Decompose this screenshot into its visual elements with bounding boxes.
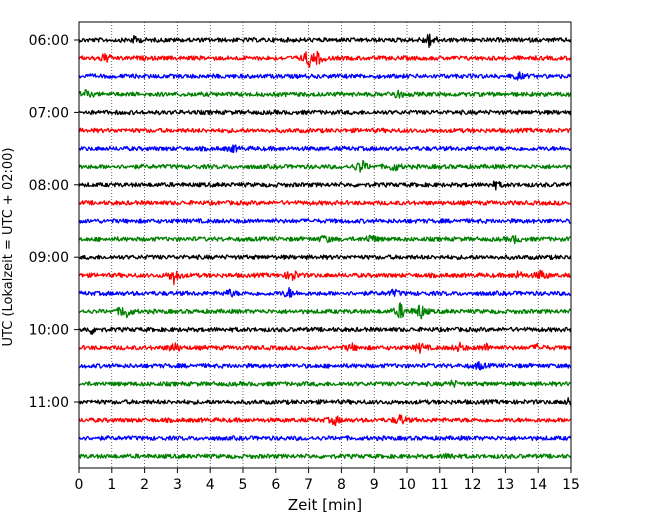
trace-0915 xyxy=(78,269,572,286)
x-gridlines xyxy=(111,22,539,468)
trace-0900 xyxy=(78,254,572,261)
trace-0600 xyxy=(78,33,572,48)
y-tick-label: 06:00 xyxy=(29,33,69,49)
y-tick-label: 08:00 xyxy=(29,178,69,194)
x-tick-label: 7 xyxy=(304,477,313,493)
trace-0930 xyxy=(78,286,572,298)
x-tick-label: 14 xyxy=(529,477,547,493)
x-tick-label: 6 xyxy=(271,477,280,493)
x-tick-label: 0 xyxy=(75,477,84,493)
trace-0815 xyxy=(78,199,572,206)
x-tick-label: 8 xyxy=(337,477,346,493)
x-tick-label: 1 xyxy=(107,477,116,493)
x-tick-label: 10 xyxy=(398,477,416,493)
x-tick-label: 13 xyxy=(496,477,514,493)
trace-0800 xyxy=(78,180,572,191)
trace-0830 xyxy=(78,218,572,225)
trace-0745 xyxy=(78,159,572,173)
trace-0645 xyxy=(78,89,572,99)
y-tick-label: 07:00 xyxy=(29,105,69,121)
trace-1015 xyxy=(78,341,572,354)
trace-1045 xyxy=(78,379,572,388)
x-tick-label: 15 xyxy=(562,477,580,493)
trace-1115 xyxy=(78,414,572,427)
x-tick-label: 4 xyxy=(206,477,215,493)
trace-0845 xyxy=(78,234,572,245)
x-tick-label: 12 xyxy=(464,477,482,493)
y-axis-label: UTC (Lokalzeit = UTC + 02:00) xyxy=(1,148,16,347)
x-tick-label: 9 xyxy=(370,477,379,493)
trace-1100 xyxy=(78,397,572,406)
seismic-traces xyxy=(78,33,572,460)
x-axis-ticks: 0 1 2 3 4 5 6 7 8 9 10 11 12 13 14 15 xyxy=(75,468,580,493)
y-tick-label: 11:00 xyxy=(29,395,69,411)
trace-0730 xyxy=(78,144,572,154)
trace-0945 xyxy=(78,302,572,320)
plot-frame xyxy=(78,21,572,469)
y-tick-label: 10:00 xyxy=(29,323,69,339)
trace-0715 xyxy=(78,127,572,134)
x-tick-label: 11 xyxy=(431,477,449,493)
x-tick-label: 2 xyxy=(140,477,149,493)
x-tick-label: 3 xyxy=(173,477,182,493)
trace-1130 xyxy=(78,435,572,442)
trace-1000 xyxy=(78,326,572,335)
y-tick-label: 09:00 xyxy=(29,250,69,266)
trace-0700 xyxy=(78,109,572,116)
trace-1030 xyxy=(78,360,572,371)
x-tick-label: 5 xyxy=(239,477,248,493)
x-axis-label: Zeit [min] xyxy=(288,496,362,514)
trace-0615 xyxy=(78,50,572,68)
trace-1145 xyxy=(78,452,572,460)
y-axis-ticks: 06:00 07:00 08:00 09:00 10:00 11:00 xyxy=(29,33,79,411)
trace-0630 xyxy=(78,71,572,81)
